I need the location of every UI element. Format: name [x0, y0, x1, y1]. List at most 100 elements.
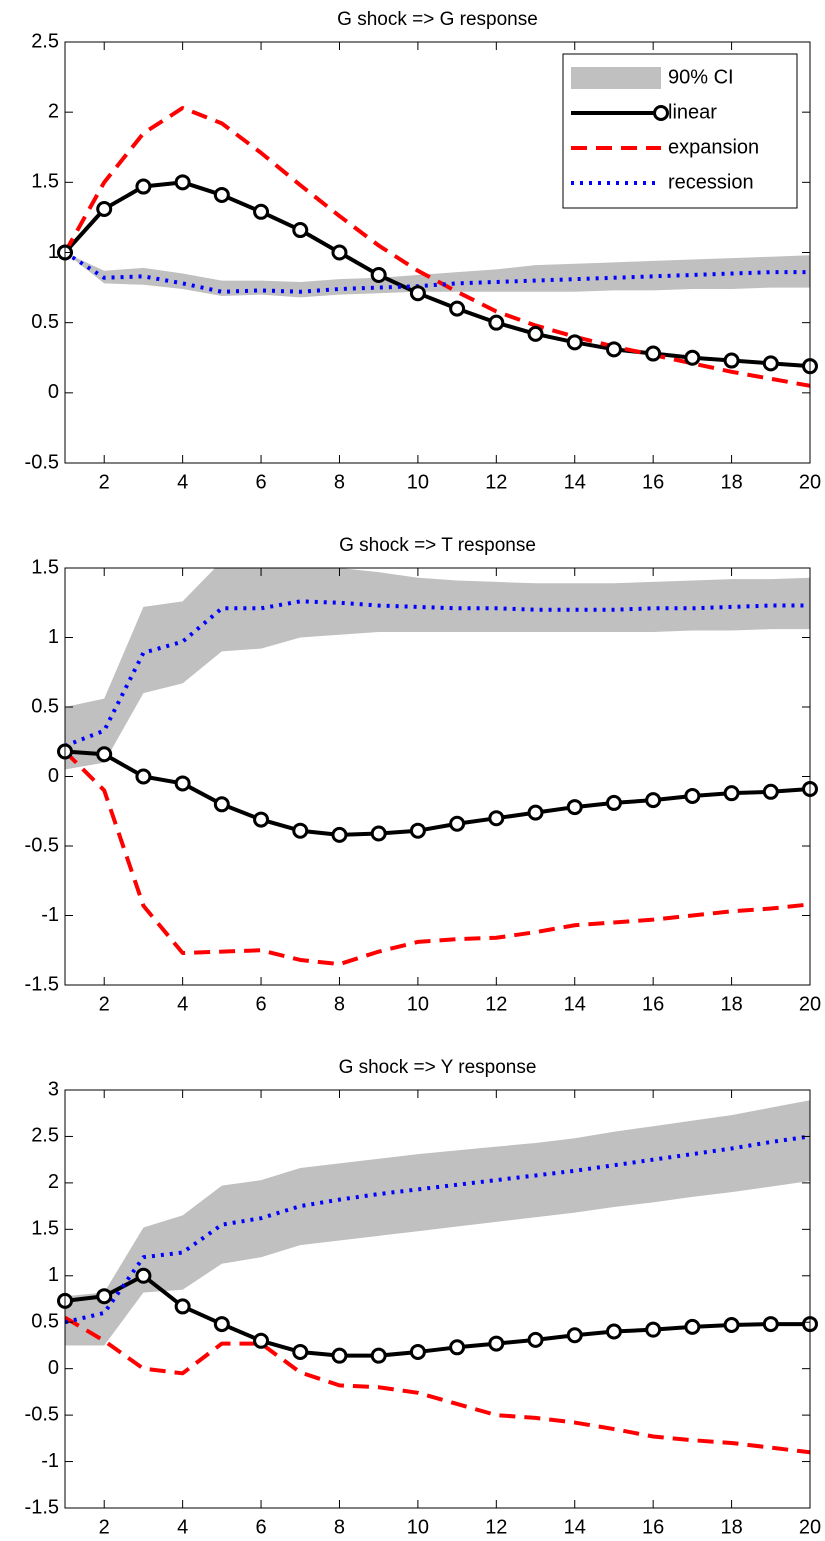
y-tick-label: 1	[48, 1264, 59, 1286]
data-point	[723, 785, 740, 802]
x-tick-label: 16	[642, 1516, 664, 1538]
data-point	[96, 1288, 113, 1305]
data-point	[605, 341, 622, 358]
data-point	[292, 822, 309, 839]
data-point	[684, 1318, 701, 1335]
x-tick-label: 18	[720, 471, 742, 493]
data-point	[370, 825, 387, 842]
chart-title: G shock => T response	[339, 535, 536, 556]
data-point	[762, 783, 779, 800]
y-tick-label: 1	[48, 241, 59, 263]
data-point	[488, 314, 505, 331]
y-tick-label: 1.5	[31, 1218, 59, 1240]
data-point	[331, 244, 348, 261]
data-point	[723, 352, 740, 369]
y-tick-label: 0.5	[31, 1311, 59, 1333]
x-tick-label: 10	[407, 471, 429, 493]
x-tick-label: 14	[564, 471, 586, 493]
data-point	[605, 794, 622, 811]
x-tick-label: 20	[799, 993, 821, 1015]
x-tick-label: 10	[407, 993, 429, 1015]
data-point	[253, 1332, 270, 1349]
y-tick-label: 0	[48, 381, 59, 403]
x-tick-label: 14	[564, 993, 586, 1015]
x-tick-label: 4	[177, 1516, 188, 1538]
x-tick-label: 12	[485, 471, 507, 493]
data-point	[174, 775, 191, 792]
y-tick-label: 3	[48, 1078, 59, 1100]
legend-label: recession	[668, 171, 754, 193]
data-point	[213, 186, 230, 203]
x-tick-label: 20	[799, 1516, 821, 1538]
legend-swatch	[571, 67, 661, 89]
data-point	[409, 285, 426, 302]
y-tick-label: -0.5	[25, 834, 59, 856]
data-point	[762, 1316, 779, 1333]
data-point	[762, 355, 779, 372]
data-point	[409, 822, 426, 839]
x-tick-label: 6	[255, 471, 266, 493]
x-tick-label: 6	[255, 1516, 266, 1538]
data-point	[684, 787, 701, 804]
data-point	[488, 1335, 505, 1352]
y-tick-label: -1.5	[25, 973, 59, 995]
confidence-band	[65, 252, 810, 298]
data-point	[527, 1331, 544, 1348]
x-tick-label: 2	[99, 471, 110, 493]
data-point	[527, 325, 544, 342]
data-point	[566, 334, 583, 351]
y-tick-label: 0	[48, 765, 59, 787]
x-tick-label: 2	[99, 993, 110, 1015]
series-line	[65, 599, 810, 748]
confidence-band	[65, 568, 810, 770]
data-point	[527, 804, 544, 821]
x-tick-label: 2	[99, 1516, 110, 1538]
legend-marker	[653, 105, 669, 121]
data-point	[723, 1317, 740, 1334]
data-point	[96, 200, 113, 217]
data-point	[645, 792, 662, 809]
data-point	[605, 1323, 622, 1340]
x-tick-label: 16	[642, 471, 664, 493]
legend: 90% CI linear expansion recession	[562, 53, 798, 209]
series-line	[65, 1134, 810, 1325]
y-tick-label: -0.5	[25, 451, 59, 473]
confidence-band	[65, 1100, 810, 1346]
data-point	[645, 1321, 662, 1338]
data-point	[488, 810, 505, 827]
x-tick-label: 8	[334, 993, 345, 1015]
data-point	[645, 345, 662, 362]
y-tick-label: 2	[48, 100, 59, 122]
data-point	[135, 1267, 152, 1284]
x-tick-label: 18	[720, 993, 742, 1015]
data-point	[449, 815, 466, 832]
y-tick-label: 0.5	[31, 695, 59, 717]
x-tick-label: 14	[564, 1516, 586, 1538]
x-tick-label: 20	[799, 471, 821, 493]
data-point	[292, 1343, 309, 1360]
x-tick-label: 4	[177, 471, 188, 493]
data-point	[370, 266, 387, 283]
data-point	[135, 768, 152, 785]
y-tick-label: 1.5	[31, 171, 59, 193]
y-tick-label: 1.5	[31, 556, 59, 578]
data-point	[331, 1347, 348, 1364]
data-point	[174, 1298, 191, 1315]
x-tick-label: 16	[642, 993, 664, 1015]
data-point	[213, 1316, 230, 1333]
x-tick-label: 10	[407, 1516, 429, 1538]
legend-label: expansion	[668, 136, 759, 158]
x-tick-label: 4	[177, 993, 188, 1015]
chart-title: G shock => G response	[337, 9, 538, 30]
data-point	[331, 826, 348, 843]
x-tick-label: 8	[334, 471, 345, 493]
data-point	[370, 1347, 387, 1364]
data-point	[449, 300, 466, 317]
legend-label: 90% CI	[668, 66, 734, 88]
data-point	[96, 746, 113, 763]
chart-title: G shock => Y response	[339, 1057, 537, 1078]
